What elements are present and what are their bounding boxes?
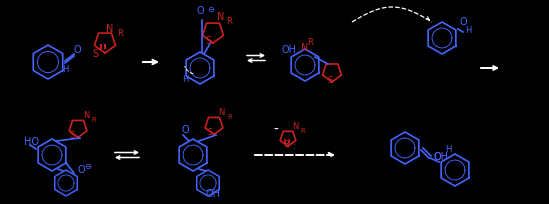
Text: S: S — [327, 76, 332, 85]
Text: O: O — [433, 152, 441, 162]
Text: -: - — [273, 123, 278, 137]
Text: OH: OH — [433, 152, 448, 162]
Text: H: H — [465, 26, 472, 35]
Text: R: R — [300, 128, 305, 134]
Text: OH: OH — [281, 45, 296, 55]
Text: N: N — [217, 12, 225, 22]
Text: ⊖: ⊖ — [84, 162, 91, 171]
Text: N: N — [218, 108, 225, 117]
Text: O: O — [459, 17, 467, 27]
Text: R: R — [117, 30, 123, 39]
Text: N: N — [83, 111, 89, 120]
Text: R: R — [91, 117, 96, 123]
Text: O: O — [181, 125, 189, 135]
Text: S: S — [205, 36, 211, 46]
Text: R: R — [307, 38, 313, 47]
Text: N: N — [301, 43, 309, 53]
Text: N: N — [107, 24, 114, 34]
Text: H: H — [62, 64, 68, 73]
Text: S: S — [208, 128, 213, 137]
Text: S: S — [92, 49, 98, 59]
Text: S: S — [70, 131, 75, 140]
Text: H: H — [182, 75, 188, 84]
Text: O: O — [77, 165, 85, 175]
Text: R: R — [227, 114, 232, 120]
Text: :: : — [293, 141, 296, 151]
Text: O: O — [73, 45, 81, 55]
Text: O: O — [196, 6, 204, 16]
Text: HO: HO — [24, 137, 39, 147]
Text: S: S — [283, 140, 288, 149]
Text: R: R — [226, 17, 232, 26]
Text: H: H — [445, 145, 451, 154]
Text: OH: OH — [206, 189, 221, 199]
Text: N: N — [292, 122, 298, 131]
Text: ⊖: ⊖ — [207, 5, 214, 14]
